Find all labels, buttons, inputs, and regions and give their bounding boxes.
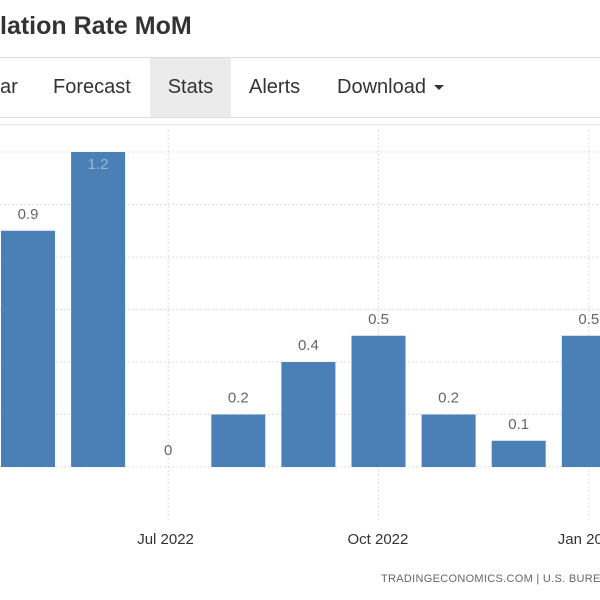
bar [491,440,546,467]
data-label: 0.5 [578,311,599,328]
data-label: 0.4 [298,337,319,354]
tab[interactable]: ar [0,76,18,98]
caret [433,85,444,91]
bar [281,362,336,467]
bar [561,335,600,467]
divider [0,57,600,58]
data-label: 0.9 [18,206,39,223]
bar [421,414,476,467]
tab-dropdown[interactable]: Download [337,58,444,117]
tab-bar: ar Forecast Stats Alerts Download [0,58,600,118]
bar [1,230,55,467]
data-label: 0.2 [438,390,459,407]
data-label: 0.1 [508,416,529,433]
x-tick-label: Oct 2022 [348,531,409,548]
tab-active[interactable]: Stats [150,58,231,117]
bar [351,335,406,467]
bar [71,152,126,467]
x-tick-label: Jan 20 [558,531,600,548]
tab[interactable]: Forecast [53,76,131,98]
data-label: 0.2 [228,390,249,407]
data-label: 1.2 [88,156,109,173]
data-label: 0.5 [368,311,389,328]
tab[interactable]: Alerts [249,76,301,98]
data-label: 0 [164,442,172,459]
tab-label: Download [337,76,426,98]
page-title: lation Rate MoM [0,12,192,40]
bar [211,414,266,467]
divider [0,124,600,125]
x-tick-label: Jul 2022 [137,531,194,548]
source-credit: TRADINGECONOMICS.COM | U.S. BURE [381,573,600,585]
